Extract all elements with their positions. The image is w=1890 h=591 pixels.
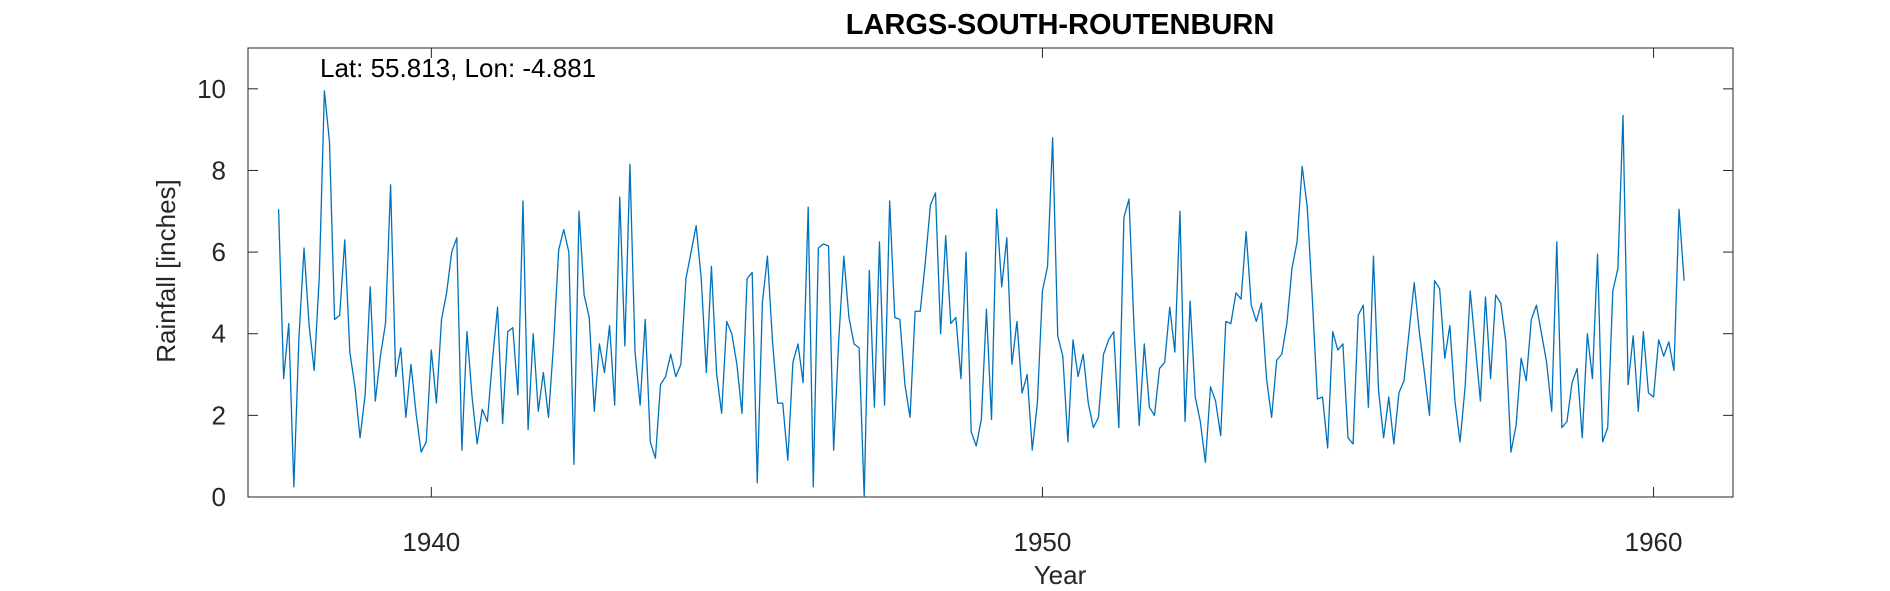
- y-tick-label-6: 6: [212, 237, 226, 267]
- y-tick-label-0: 0: [212, 482, 226, 512]
- y-tick-label-10: 10: [197, 74, 226, 104]
- x-tick-label-1950: 1950: [1014, 527, 1072, 557]
- axis-ticks: [248, 48, 1733, 498]
- y-axis-label: Rainfall [inches]: [151, 179, 181, 363]
- rainfall-series-line: [277, 90, 1685, 498]
- tick-labels: 0 2 4 6 8 10 1940 1950 1960: [197, 74, 1682, 557]
- y-tick-label-8: 8: [212, 155, 226, 185]
- y-tick-label-4: 4: [212, 319, 226, 349]
- x-tick-label-1960: 1960: [1625, 527, 1683, 557]
- plot-box: [247, 47, 1734, 498]
- chart-title: LARGS-SOUTH-ROUTENBURN: [846, 9, 1275, 41]
- x-tick-label-1940: 1940: [402, 527, 460, 557]
- x-axis-label: Year: [1034, 560, 1087, 590]
- y-tick-label-2: 2: [212, 400, 226, 430]
- location-annotation: Lat: 55.813, Lon: -4.881: [320, 53, 596, 83]
- plot-area: [247, 47, 1734, 498]
